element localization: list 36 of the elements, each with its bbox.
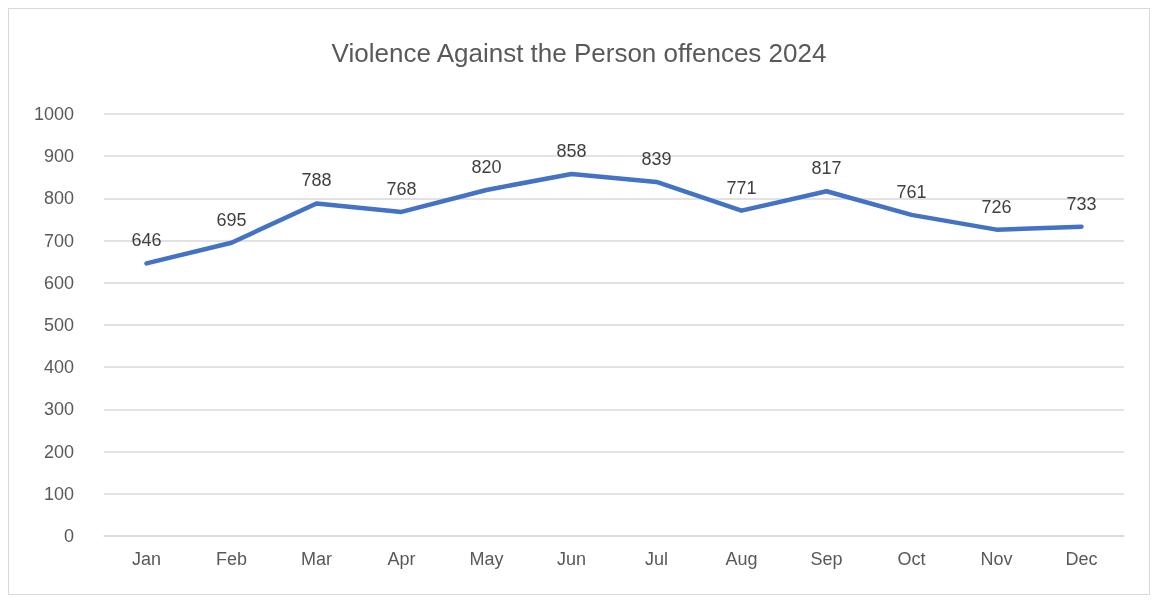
x-tick-label: Dec — [1065, 549, 1098, 569]
x-tick-label: Jan — [131, 549, 162, 569]
x-tick-label: Aug — [725, 549, 758, 569]
y-tick-label: 100 — [43, 483, 74, 504]
data-label: 733 — [1066, 193, 1097, 214]
data-label: 839 — [641, 148, 672, 169]
chart-title: Violence Against the Person offences 2024 — [331, 38, 827, 68]
data-label: 646 — [131, 230, 162, 251]
y-tick-label: 1000 — [33, 104, 74, 124]
y-tick-label: 600 — [43, 272, 74, 293]
y-tick-label: 800 — [43, 188, 74, 209]
y-tick-label: 900 — [43, 146, 74, 167]
y-tick-label: 300 — [43, 399, 74, 420]
y-tick-label: 0 — [63, 526, 74, 546]
x-tick-label: Jun — [556, 549, 587, 569]
x-tick-label: Jul — [644, 549, 669, 569]
x-tick-label: Nov — [980, 549, 1013, 569]
data-label: 768 — [386, 178, 417, 199]
y-tick-label: 200 — [43, 441, 74, 462]
y-tick-label: 500 — [43, 315, 74, 335]
data-label: 761 — [896, 181, 927, 202]
data-label: 726 — [981, 196, 1012, 217]
y-tick-label: 700 — [43, 230, 74, 251]
x-tick-label: Oct — [897, 549, 926, 569]
data-label: 771 — [726, 177, 757, 198]
y-tick-label: 400 — [43, 357, 74, 378]
data-label: 817 — [811, 158, 842, 179]
x-tick-label: May — [469, 549, 504, 569]
x-tick-label: Sep — [810, 549, 843, 569]
data-label: 820 — [471, 156, 502, 177]
x-tick-label: Feb — [215, 549, 248, 569]
data-label: 695 — [216, 209, 247, 230]
x-tick-label: Apr — [387, 549, 416, 569]
data-label: 858 — [556, 140, 587, 161]
x-tick-label: Mar — [301, 549, 332, 569]
data-label: 788 — [301, 170, 332, 191]
